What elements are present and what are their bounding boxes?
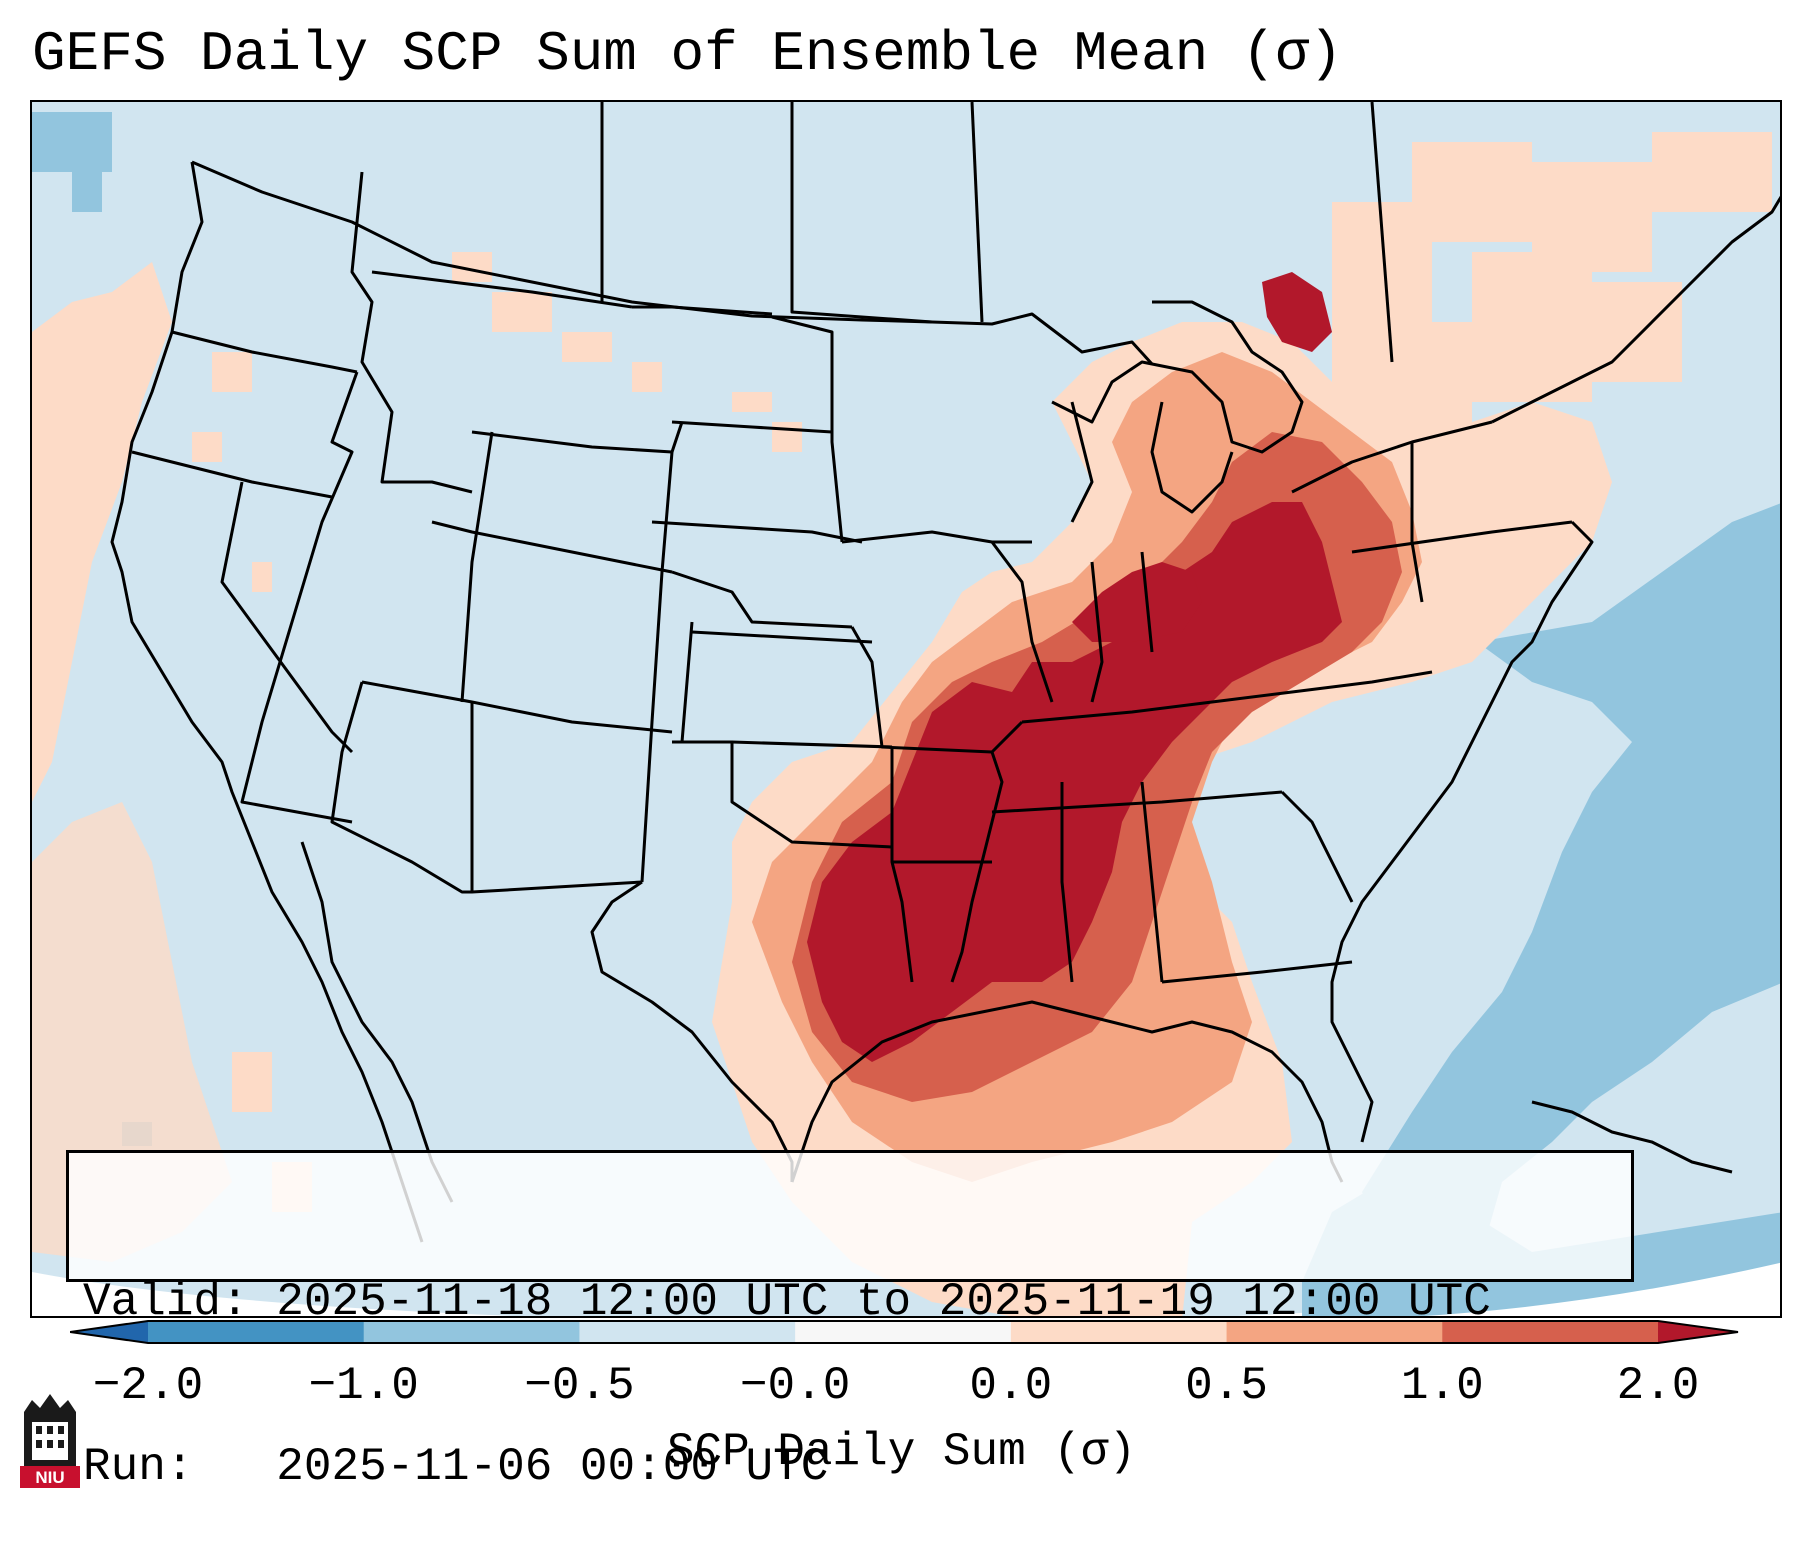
logo-text: NIU xyxy=(35,1468,64,1487)
colorbar-segment xyxy=(363,1321,580,1343)
great-lakes xyxy=(1051,300,1304,454)
colorbar-segment xyxy=(148,1321,365,1343)
colorbar-label: SCP Daily Sum (σ) xyxy=(666,1426,1137,1478)
colorbar-tick-label: −2.0 xyxy=(92,1360,204,1412)
positive-field-core xyxy=(807,502,1342,1062)
colorbar-tick-label: 0.5 xyxy=(1185,1360,1268,1412)
positive-field-core-north xyxy=(1072,562,1202,642)
colorbar-outline xyxy=(70,1320,1739,1344)
positive-field-core-michigan xyxy=(1262,272,1332,352)
colorbar-segment xyxy=(1010,1321,1228,1343)
run-row: Run: 2025-11-06 00:00 UTC xyxy=(83,1440,1631,1495)
caribbean-islands xyxy=(1531,1100,1733,1174)
state-borders xyxy=(110,102,1780,1243)
colorbar-segment xyxy=(1226,1321,1443,1343)
map-panel xyxy=(30,100,1782,1318)
colorbar-tick-label: 1.0 xyxy=(1400,1360,1484,1412)
colorbar-tick-label: 2.0 xyxy=(1616,1360,1700,1412)
run-value: 2025-11-06 00:00 UTC xyxy=(276,1441,829,1493)
colorbar-under-extend xyxy=(70,1321,148,1343)
colorbar-tick-label: −0.5 xyxy=(524,1360,635,1412)
colorbar-segment xyxy=(579,1321,796,1343)
niu-building-logo-icon: NIU xyxy=(20,1394,80,1488)
colorbar xyxy=(70,1320,1739,1344)
valid-value: 2025-11-18 12:00 UTC to 2025-11-19 12:00… xyxy=(276,1276,1491,1328)
colorbar-segment xyxy=(795,1321,1012,1343)
west-coast xyxy=(110,161,424,1243)
pacific-positive-speckle xyxy=(32,262,312,1262)
valid-label: Valid: xyxy=(83,1276,249,1328)
scp-field-map xyxy=(32,102,1780,1316)
run-label: Run: xyxy=(83,1441,194,1493)
colorbar-over-extend xyxy=(1658,1321,1738,1343)
colorbar-segment xyxy=(1442,1321,1659,1343)
canada-border xyxy=(191,160,1154,366)
north-positive-speckle xyxy=(452,132,1772,452)
chart-title: GEFS Daily SCP Sum of Ensemble Mean (σ) xyxy=(32,22,1343,86)
colorbar-tick-label: −1.0 xyxy=(308,1360,419,1412)
valid-row: Valid: 2025-11-18 12:00 UTC to 2025-11-1… xyxy=(83,1275,1631,1330)
east-coast xyxy=(1491,195,1780,424)
colorbar-tick-label: −0.0 xyxy=(739,1360,851,1412)
gulf-coast xyxy=(790,1000,1344,1183)
validity-info-box: Valid: 2025-11-18 12:00 UTC to 2025-11-1… xyxy=(66,1150,1634,1493)
colorbar-tick-label: 0.0 xyxy=(969,1360,1053,1412)
